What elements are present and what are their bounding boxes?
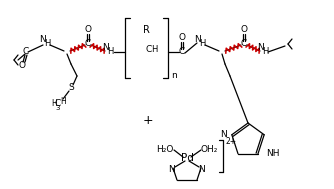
Text: N: N [199, 166, 205, 174]
Text: H: H [51, 98, 57, 108]
Text: C: C [179, 47, 185, 57]
Text: H: H [199, 40, 205, 49]
Text: N: N [220, 130, 227, 139]
Text: H₂O: H₂O [156, 146, 174, 154]
Text: N: N [40, 36, 46, 44]
Text: H: H [60, 98, 66, 106]
Text: N: N [169, 166, 175, 174]
Text: n: n [171, 71, 177, 81]
Text: S: S [68, 84, 74, 92]
Text: O: O [240, 26, 247, 35]
Text: N: N [195, 35, 201, 43]
Text: C: C [145, 46, 152, 54]
Text: R: R [143, 25, 150, 35]
Text: O: O [85, 26, 92, 35]
Text: O: O [18, 61, 25, 70]
Text: C: C [241, 40, 247, 49]
Text: +: + [143, 114, 153, 126]
Text: O: O [178, 33, 185, 43]
Text: N: N [103, 43, 109, 51]
Text: C: C [85, 40, 91, 49]
Text: 3: 3 [56, 105, 60, 111]
Text: N: N [258, 43, 265, 51]
Text: C: C [55, 98, 61, 108]
Text: H: H [107, 47, 113, 57]
Text: H: H [151, 46, 158, 54]
Text: 2+: 2+ [225, 138, 236, 146]
Text: H: H [44, 40, 50, 49]
Text: OH₂: OH₂ [200, 146, 218, 154]
Text: NH: NH [266, 149, 280, 158]
Text: C: C [23, 47, 29, 57]
Text: Pd: Pd [181, 153, 193, 163]
Text: H: H [262, 47, 268, 57]
